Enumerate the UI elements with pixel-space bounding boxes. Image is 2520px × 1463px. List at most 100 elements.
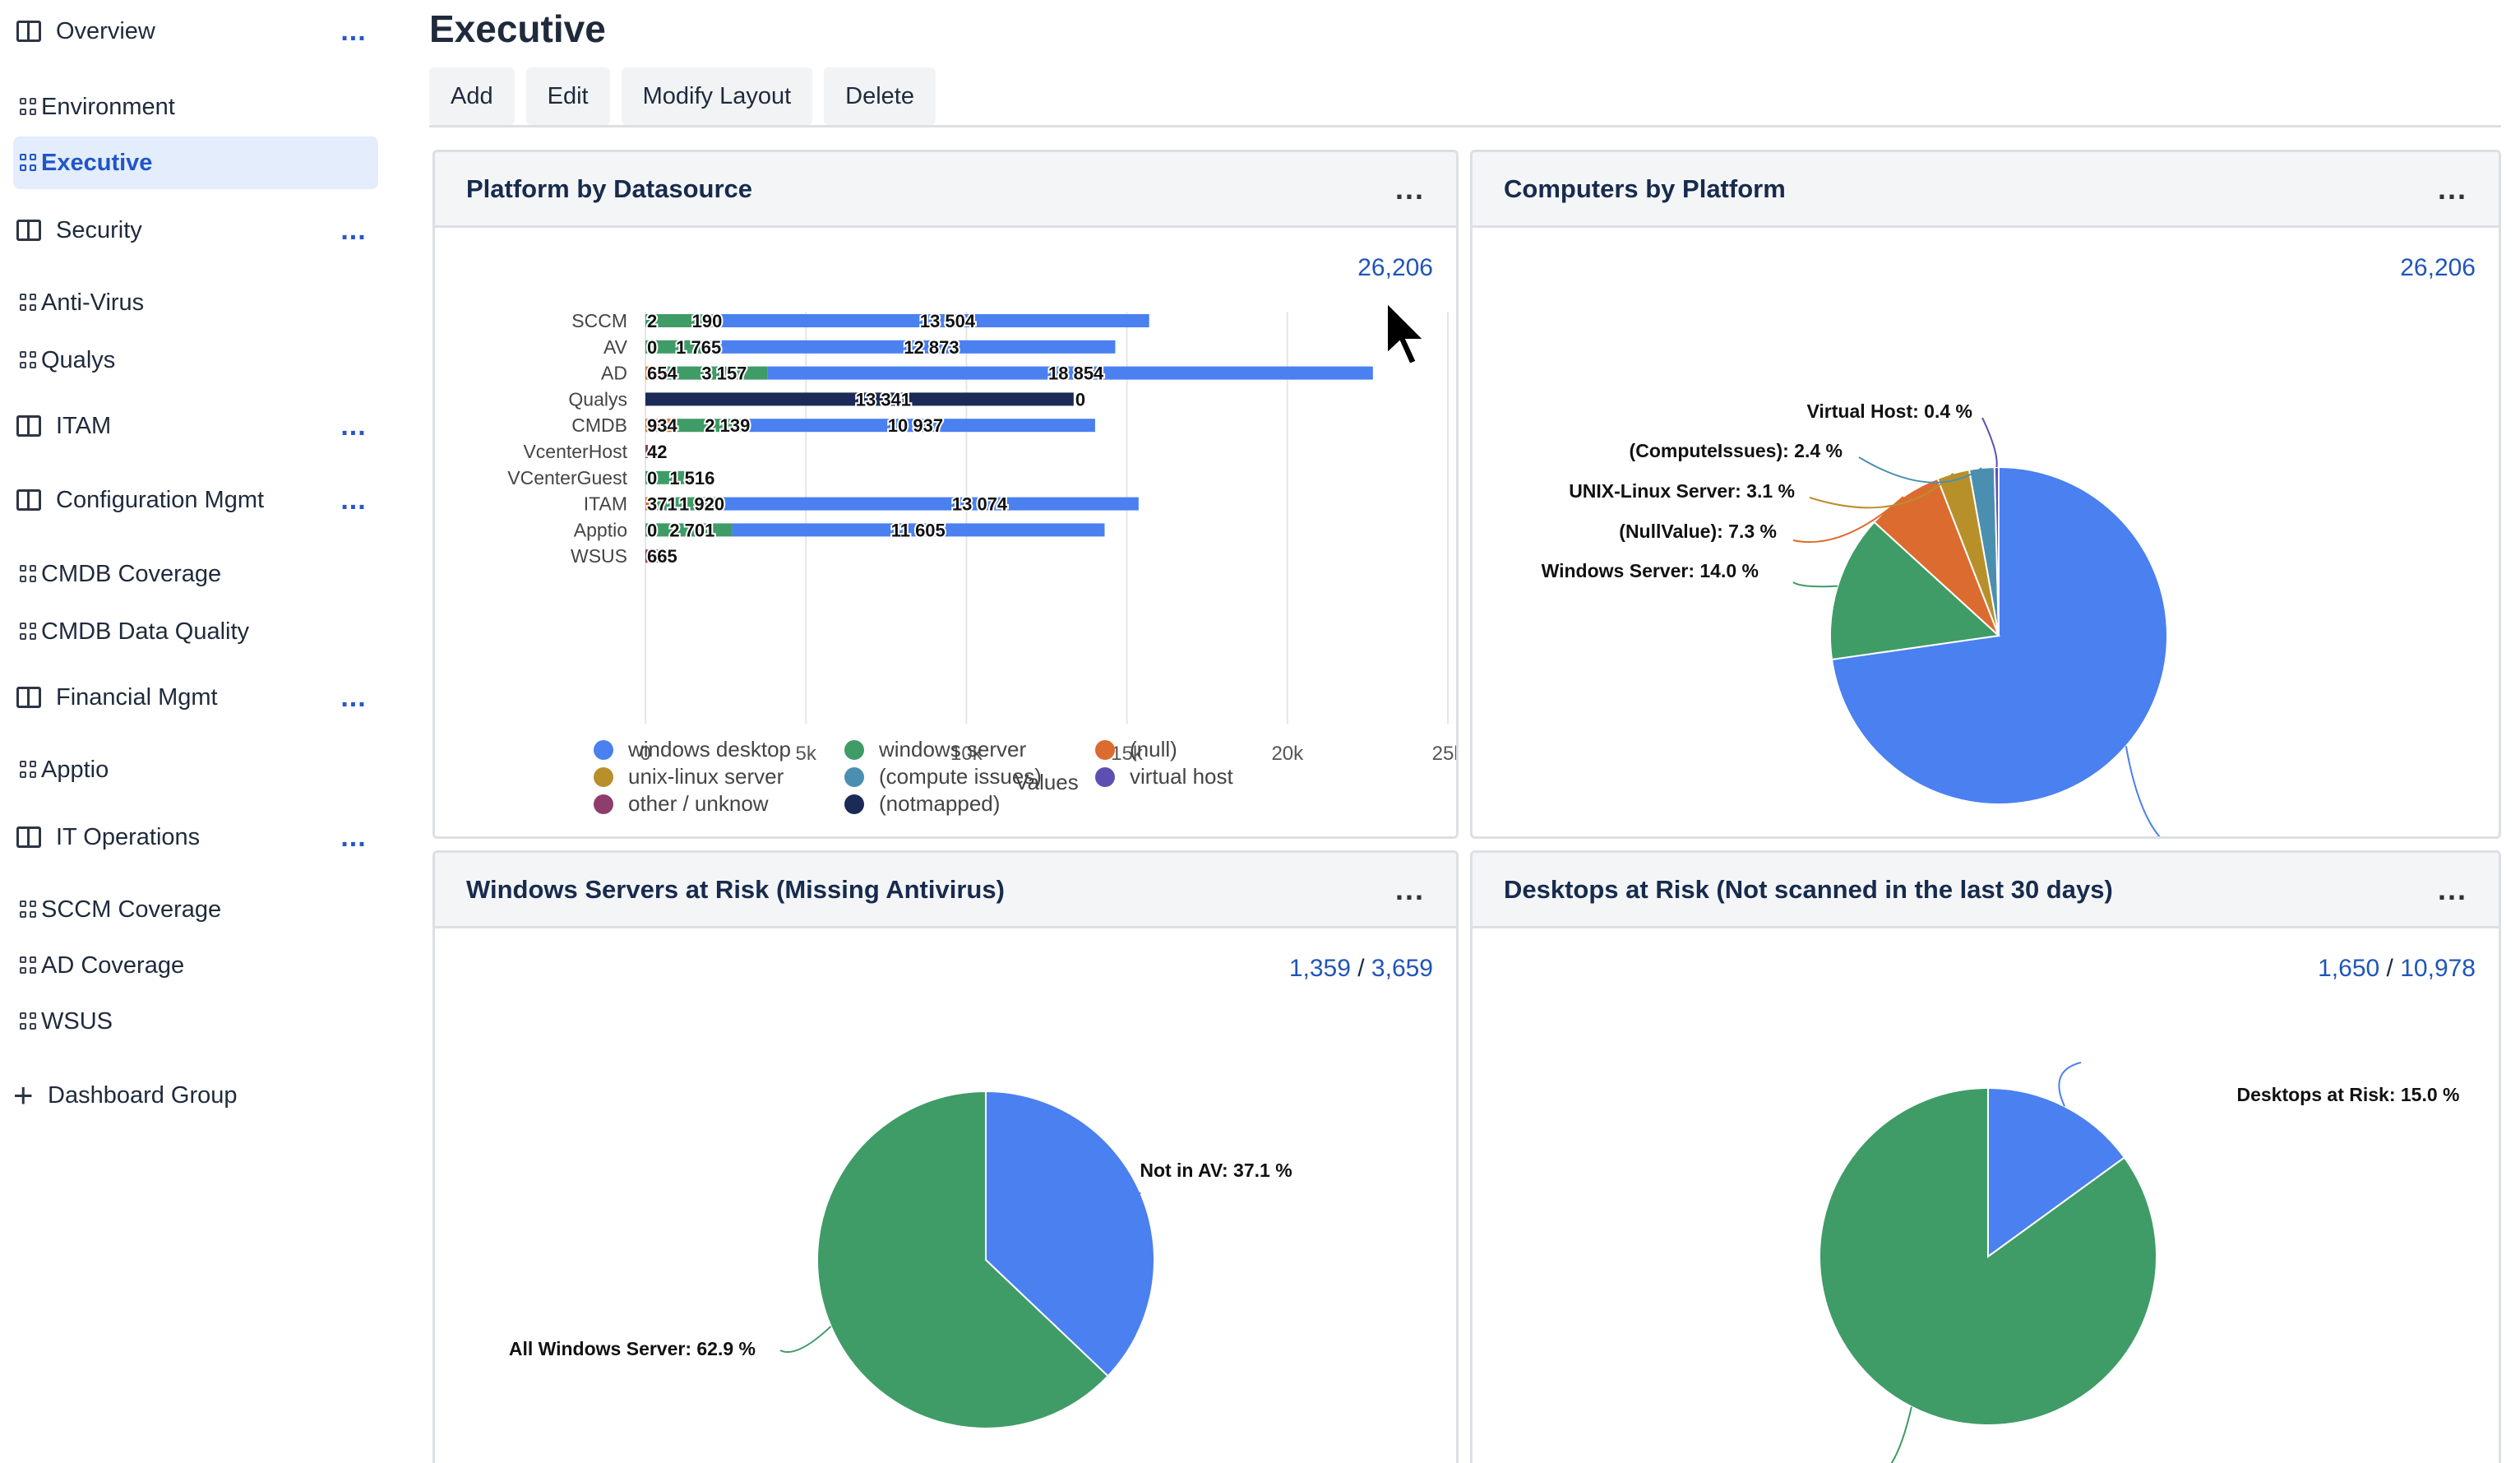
sidebar-item-qualys[interactable]: Qualys [13, 334, 378, 387]
sidebar-group-label: IT Operations [56, 823, 201, 850]
data-label: 13 341 [856, 389, 911, 410]
data-label: 654 [647, 363, 677, 384]
add-button[interactable]: Add [429, 67, 515, 125]
legend-label: unix-linux server [628, 764, 784, 789]
bar-segment [767, 366, 1373, 380]
pie-chart[interactable]: Windows Desktop: 72.6 %Windows Server: 1… [1473, 230, 2499, 839]
dashboard-icon [20, 900, 38, 919]
sidebar-item-cmdb-coverage[interactable]: CMDB Coverage [13, 548, 378, 600]
x-tick-label: 15k [1111, 743, 1144, 765]
data-label: 42 [647, 442, 667, 462]
leader-line [779, 1326, 832, 1354]
y-tick-label: SCCM [571, 310, 627, 331]
bar-segment [715, 314, 1149, 327]
leader-line [1890, 1406, 1912, 1463]
x-axis-label: Values [1015, 770, 1079, 794]
sidebar-item-label: Qualys [41, 346, 116, 373]
delete-button[interactable]: Delete [824, 67, 936, 125]
sidebar-group-overview[interactable]: Overview ... [13, 5, 378, 58]
dashboard-icon [20, 761, 38, 779]
legend-swatch [594, 767, 613, 787]
sidebar-group-it-operations[interactable]: IT Operations ... [13, 811, 378, 863]
panel-menu-icon[interactable]: ... [1394, 171, 1425, 206]
dashboard-group-icon [16, 687, 41, 708]
metric-denominator[interactable]: 3,659 [1371, 955, 1433, 982]
panel-menu-icon[interactable]: ... [2437, 872, 2467, 906]
page-title: Executive [429, 7, 606, 50]
panel-menu-icon[interactable]: ... [2437, 171, 2467, 206]
sidebar-item-label: Apptio [41, 756, 109, 783]
data-label: 0 [647, 468, 657, 488]
sidebar-item-apptio[interactable]: Apptio [13, 743, 378, 796]
sidebar-item-sccm-coverage[interactable]: SCCM Coverage [13, 883, 378, 936]
legend-swatch [1095, 740, 1115, 760]
sidebar-item-label: Executive [41, 149, 153, 176]
sidebar-item-ad-coverage[interactable]: AD Coverage [13, 939, 378, 992]
plus-icon: + [13, 1076, 34, 1114]
sidebar-group-label: ITAM [56, 412, 112, 439]
slice-label: (NullValue): 7.3 % [1619, 521, 1777, 542]
more-options-icon[interactable]: ... [340, 215, 367, 246]
bar-segment [732, 523, 1105, 537]
bar-chart[interactable]: 0 5k 10k 15k 20k 25k Values SCCM 2 190 13 504 AV 0 1 … [435, 230, 1456, 839]
more-options-icon[interactable]: ... [340, 822, 367, 853]
pie-chart[interactable]: Desktops at Risk: 15.0 %Desktops inCompl… [1473, 931, 2499, 1463]
data-label: 12 873 [904, 337, 959, 358]
bar-segment [645, 497, 658, 511]
sidebar-item-label: Environment [41, 93, 175, 120]
bar-segment [645, 445, 648, 458]
sidebar-item-label: Anti-Virus [41, 289, 145, 316]
legend-label: (compute issues) [879, 764, 1042, 789]
sidebar-group-security[interactable]: Security ... [13, 204, 378, 257]
panel-metric[interactable]: 26,206 [1357, 254, 1433, 281]
more-options-icon[interactable]: ... [340, 16, 367, 47]
metric-numerator[interactable]: 1,650 [2318, 955, 2380, 982]
more-options-icon[interactable]: ... [340, 682, 367, 713]
panel-menu-icon[interactable]: ... [1394, 872, 1425, 906]
bar-segment [666, 366, 768, 380]
dashboard-group-icon [16, 489, 41, 511]
data-label: 1 765 [676, 337, 721, 358]
toolbar: Add Edit Modify Layout Delete [429, 67, 947, 125]
add-dashboard-group-button[interactable]: + Dashboard Group [13, 1069, 238, 1122]
panel-metric[interactable]: 26,206 [2400, 254, 2476, 281]
slice-label: Virtual Host: 0.4 % [1806, 400, 1972, 422]
edit-button[interactable]: Edit [525, 67, 610, 125]
legend-label: virtual host [1130, 764, 1233, 789]
bar-segment [645, 523, 733, 537]
panel-metric[interactable]: 1,650 / 10,978 [2318, 955, 2476, 983]
dashboard-group-icon [16, 21, 41, 42]
modify-layout-button[interactable]: Modify Layout [621, 67, 813, 125]
sidebar-item-wsus[interactable]: WSUS [13, 995, 378, 1048]
data-label: 10 937 [888, 415, 943, 436]
sidebar-group-financial-mgmt[interactable]: Financial Mgmt ... [13, 671, 378, 724]
metric-numerator[interactable]: 1,359 [1288, 955, 1351, 982]
data-label: 3 157 [701, 363, 747, 384]
more-options-icon[interactable]: ... [340, 484, 367, 516]
panel-header: Windows Servers at Risk (Missing Antivir… [435, 853, 1456, 928]
sidebar-item-environment[interactable]: Environment [13, 81, 378, 133]
metric-denominator[interactable]: 10,978 [2400, 955, 2476, 982]
sidebar-item-executive[interactable]: Executive [13, 137, 378, 189]
y-tick-label: AD [601, 363, 627, 384]
sidebar-group-configuration-mgmt[interactable]: Configuration Mgmt ... [13, 474, 378, 526]
pie-chart[interactable]: Not in AV: 37.1 % All Windows Server: 62.… [435, 931, 1456, 1463]
more-options-icon[interactable]: ... [340, 410, 367, 442]
y-tick-label: WSUS [571, 545, 627, 567]
dashboard-icon [20, 98, 38, 116]
metric-separator: / [1357, 955, 1365, 982]
leader-line [1858, 456, 1982, 484]
leader-line [1092, 1160, 1141, 1195]
sidebar-group-itam[interactable]: ITAM ... [13, 400, 378, 452]
legend-swatch [1095, 767, 1115, 787]
sidebar-item-cmdb-data-quality[interactable]: CMDB Data Quality [13, 605, 378, 658]
leader-line [1792, 581, 1838, 588]
dashboard-icon [20, 565, 38, 583]
panel-title: Platform by Datasource [466, 174, 752, 203]
data-label: 934 [647, 415, 677, 436]
panel-metric[interactable]: 1,359 / 3,659 [1289, 955, 1433, 983]
y-tick-label: CMDB [571, 414, 627, 436]
sidebar-item-anti-virus[interactable]: Anti-Virus [13, 276, 378, 329]
legend-swatch [844, 794, 864, 814]
bar-segment [645, 366, 667, 380]
